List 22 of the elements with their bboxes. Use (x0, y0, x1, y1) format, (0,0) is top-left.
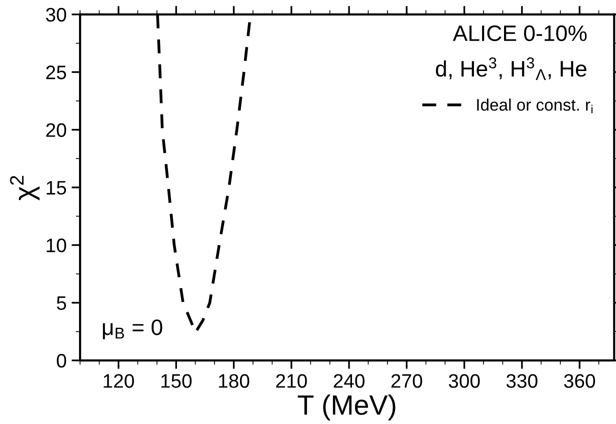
y-tick-label: 25 (46, 66, 66, 80)
y-tick-label: 20 (46, 123, 66, 137)
y-axis-title: χ$^{2}$ (10, 176, 40, 200)
x-tick-label: 330 (506, 374, 538, 388)
x-axis-title: T (MeV) (298, 394, 396, 420)
annotation: ALICE 0-10% (452, 25, 587, 42)
x-tick-label: 240 (334, 374, 364, 388)
x-tick-label: 300 (448, 374, 480, 388)
y-tick-label: 30 (46, 8, 66, 22)
x-tick-label: 270 (391, 374, 422, 388)
x-tick-label: 180 (219, 374, 250, 388)
x-tick-label: 210 (276, 374, 307, 388)
x-tick-label: 360 (564, 374, 596, 388)
legend-label: Ideal or const. r$_{i}$ (477, 98, 592, 114)
x-tick-label: 120 (104, 374, 134, 388)
y-tick-label: 15 (46, 181, 66, 195)
y-tick-label: 5 (56, 296, 66, 310)
y-tick-label: 0 (56, 354, 66, 368)
annotation: μ$_{B}$ = 0 (102, 319, 162, 340)
x-tick-label: 150 (161, 374, 192, 388)
y-tick-label: 10 (46, 238, 66, 252)
annotation: d, He$^{3}$, H$^{3}$$_{Λ}$, He (436, 57, 586, 80)
